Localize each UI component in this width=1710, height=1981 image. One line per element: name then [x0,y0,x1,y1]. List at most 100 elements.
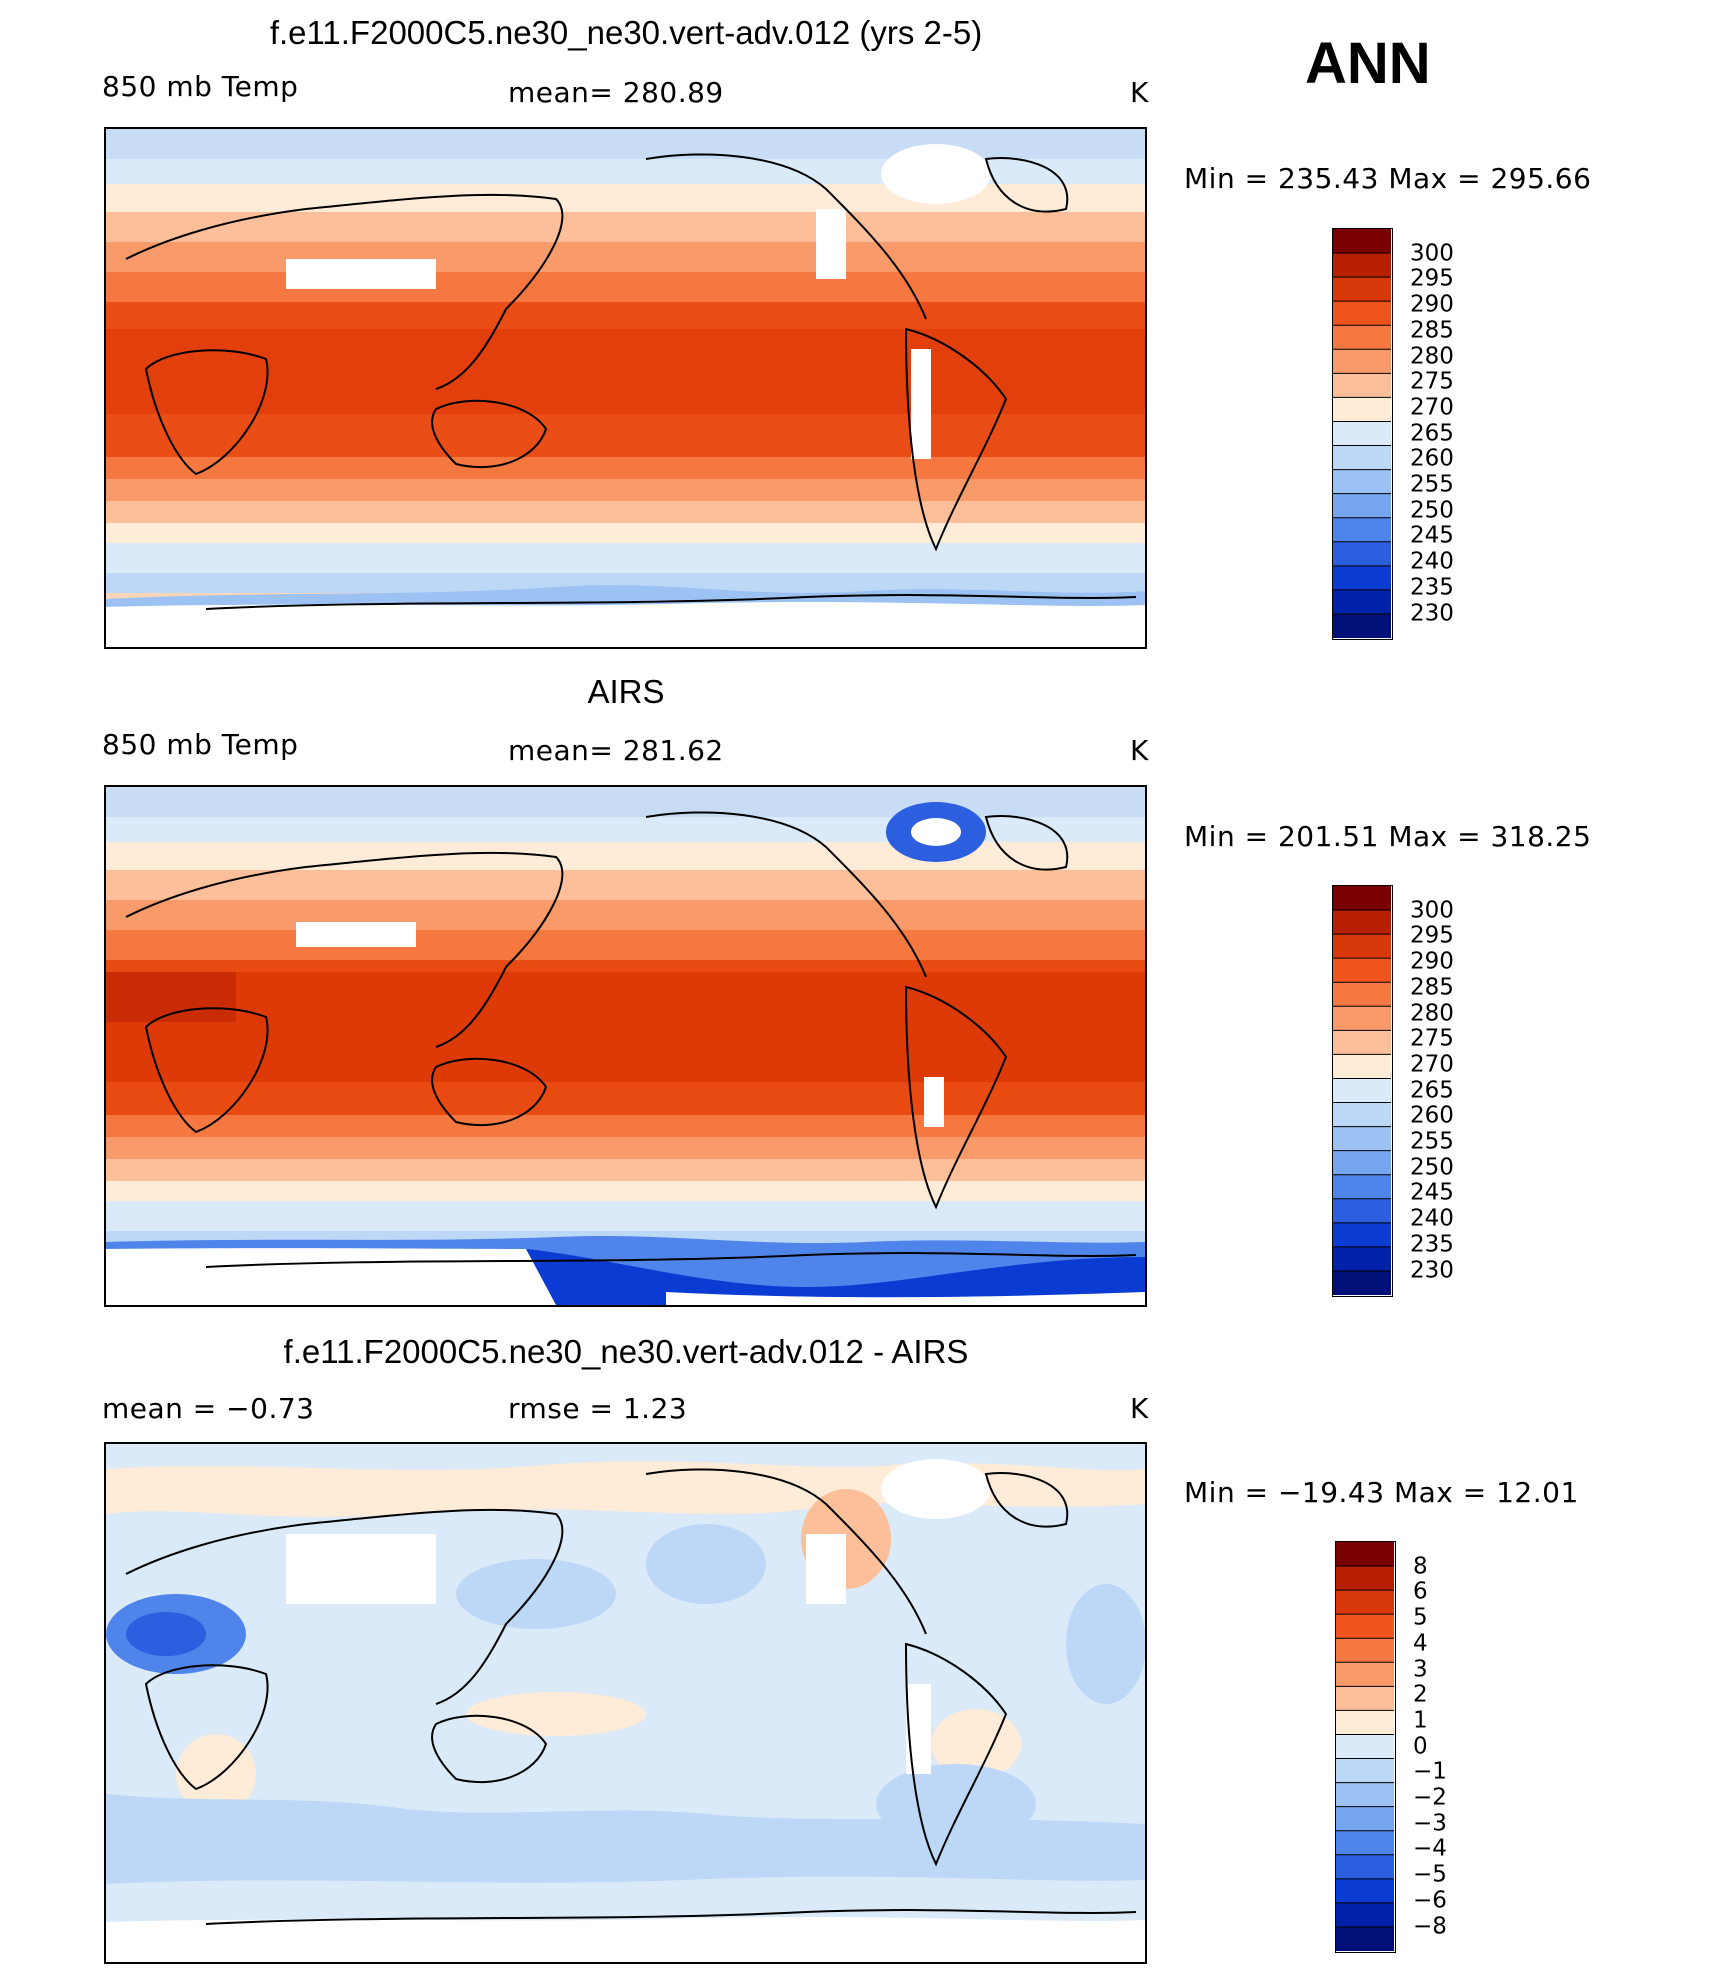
panel-2-map-svg [106,787,1145,1305]
colorbar-segment [1333,397,1391,422]
panel-2-tick: 260 [1410,1102,1454,1129]
colorbar-segment [1333,493,1391,519]
panel-3-coastlines [125,1468,1137,1925]
panel-1-units: K [1130,76,1149,109]
panel-3-tick: −4 [1413,1835,1447,1862]
colorbar-segment [1336,1638,1394,1663]
colorbar-segment [1333,565,1391,591]
panel-2-tick: 275 [1410,1025,1454,1052]
colorbar-segment [1333,910,1391,935]
panel-1-map-svg [106,129,1145,647]
colorbar-segment [1333,517,1391,543]
colorbar-segment [1333,373,1391,398]
panel-3-tick: 4 [1413,1630,1428,1657]
colorbar-segment [1333,613,1391,638]
panel-3-difference-field [106,1444,1145,1962]
panel-1-tick: 285 [1410,317,1454,344]
colorbar-segment [1336,1734,1394,1760]
panel-2-title: AIRS [587,673,665,710]
colorbar-segment [1333,1078,1391,1104]
colorbar-segment [1336,1854,1394,1880]
panel-2-tick: 295 [1410,922,1454,949]
colorbar-segment [1336,1590,1394,1615]
colorbar-segment [1336,1686,1394,1711]
colorbar-segment [1336,1806,1394,1832]
panel-1-map [104,127,1147,649]
colorbar-segment [1333,1246,1391,1272]
panel-2-colorbar-ticks: 300 295 290 285 280 275 270 265 260 255 … [1410,885,1490,1297]
colorbar-segment [1333,325,1391,350]
panel-2-tick: 300 [1410,897,1454,924]
panel-2-units: K [1130,734,1149,767]
colorbar-segment [1333,541,1391,567]
colorbar-segment [1333,445,1391,471]
panel-3-tick: 3 [1413,1656,1428,1682]
panel-2-temperature-bands [106,787,1145,1305]
panel-2-colorbar-svg [1333,886,1391,1295]
panel-3-mean-label: mean = −0.73 [102,1392,315,1425]
panel-3-colorbar-svg [1336,1542,1394,1951]
colorbar-segment [1333,1102,1391,1128]
panel-2-tick: 270 [1410,1051,1454,1078]
panel-1-mean-label: mean= 280.89 [508,76,724,109]
panel-2-coastlines [125,811,1137,1268]
panel-2-mean-label: mean= 281.62 [508,734,724,767]
panel-1-variable-label: 850 mb Temp [102,70,299,103]
panel-3-units: K [1130,1392,1149,1425]
panel-2-tick: 240 [1410,1205,1454,1232]
panel-1-title: f.e11.F2000C5.ne30_ne30.vert-adv.012 (yr… [269,14,983,51]
colorbar-segment [1333,1174,1391,1200]
colorbar-segment [1333,934,1391,959]
panel-2-tick: 230 [1410,1257,1454,1283]
panel-1-coastlines [125,153,1137,610]
panel-1-tick: 280 [1410,343,1454,369]
panel-3-tick: 5 [1413,1604,1428,1631]
colorbar-segment [1333,1222,1391,1248]
panel-1-tick: 230 [1410,600,1454,626]
panel-3-tick: −6 [1413,1887,1447,1914]
panel-3-tick: 2 [1413,1681,1428,1708]
colorbar-segment [1333,589,1391,615]
panel-1-colorbar-svg [1333,229,1391,638]
panel-2-map [104,785,1147,1307]
panel-3-rmse-label: rmse = 1.23 [508,1392,688,1425]
colorbar-segment [1336,1614,1394,1639]
panel-3-tick: −1 [1413,1758,1447,1785]
colorbar-segment [1333,1006,1391,1031]
panel-2-tick: 250 [1410,1154,1454,1181]
colorbar-segment [1336,1782,1394,1808]
colorbar-segment [1333,1054,1391,1079]
colorbar-segment [1336,1566,1394,1591]
panel-2-colorbar [1332,885,1393,1297]
panel-2-variable-label: 850 mb Temp [102,728,299,761]
panel-1-tick: 240 [1410,548,1454,575]
colorbar-segment [1333,301,1391,326]
panel-3-tick: 1 [1413,1707,1428,1734]
colorbar-segment [1333,1030,1391,1055]
colorbar-segment [1333,229,1391,254]
panel-3-tick: 0 [1413,1733,1428,1760]
panel-1-colorbar [1332,228,1393,640]
colorbar-segment [1336,1710,1394,1735]
panel-2-tick: 290 [1410,948,1454,975]
panel-1-tick: 235 [1410,574,1454,601]
panel-2-tick: 285 [1410,974,1454,1001]
colorbar-segment [1333,1270,1391,1295]
colorbar-segment [1336,1830,1394,1856]
panel-3-tick: −3 [1413,1810,1447,1837]
colorbar-segment [1333,1198,1391,1224]
panel-2-tick: 245 [1410,1179,1454,1206]
panel-3-colorbar-ticks: 8 6 5 4 3 2 1 0 −1 −2 −3 −4 −5 −6 −8 [1413,1541,1493,1953]
panel-1-temperature-bands [106,129,1145,647]
panel-2-tick: 265 [1410,1077,1454,1104]
panel-1-tick: 270 [1410,394,1454,421]
season-label: ANN [1305,31,1431,96]
colorbar-segment [1333,1150,1391,1176]
colorbar-segment [1333,253,1391,278]
panel-3-tick: 6 [1413,1578,1428,1605]
panel-2-minmax: Min = 201.51 Max = 318.25 [1184,820,1592,853]
colorbar-segment [1336,1926,1394,1951]
panel-3-map-svg [106,1444,1145,1962]
panel-3-tick: −5 [1413,1861,1447,1888]
colorbar-segment [1333,349,1391,374]
